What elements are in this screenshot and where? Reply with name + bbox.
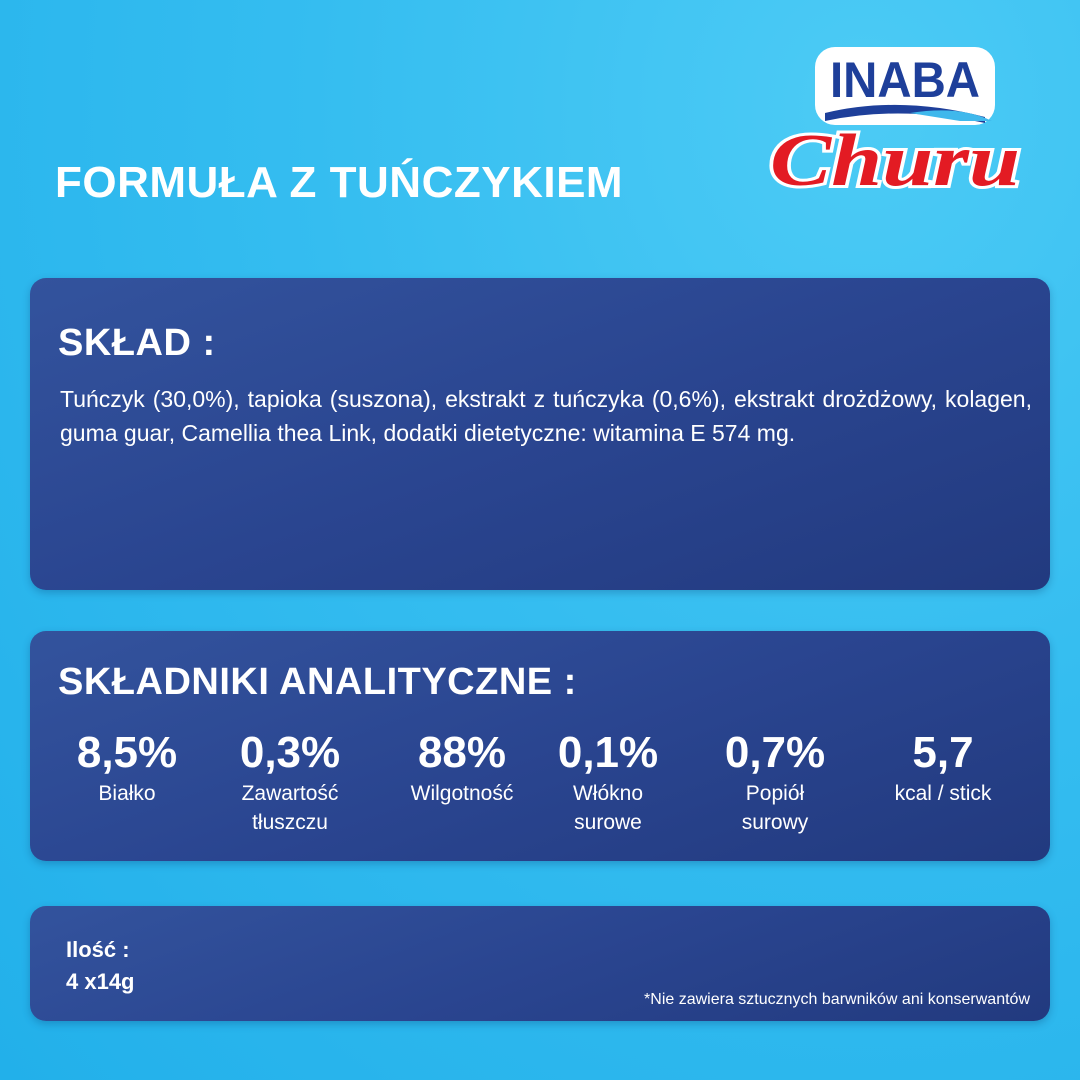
- stat-label: kcal / stick: [894, 782, 992, 805]
- stat-value: 5,7: [912, 728, 974, 777]
- stat-label: Białko: [98, 782, 156, 805]
- stat-protein: 8,5% Białko: [42, 727, 212, 808]
- stat-moisture: 88% Wilgotność: [377, 727, 547, 808]
- quantity-value: 4 x14g: [66, 969, 135, 994]
- stat-label: Wilgotność: [410, 782, 514, 805]
- stat-value: 0,7%: [724, 728, 826, 777]
- composition-card: SKŁAD : Tuńczyk (30,0%), tapioka (suszon…: [30, 278, 1050, 590]
- quantity-label: Ilość :: [66, 937, 130, 962]
- stat-value: 8,5%: [76, 728, 178, 777]
- stat-value: 0,1%: [557, 728, 659, 777]
- inaba-churu-logo: INABA Churu: [767, 47, 1023, 205]
- quantity-card: Ilość : 4 x14g *Nie zawiera sztucznych b…: [30, 906, 1050, 1021]
- stat-label: Popiół surowy: [741, 782, 809, 834]
- stat-value: 88%: [417, 728, 507, 777]
- composition-heading: SKŁAD :: [58, 322, 216, 364]
- quantity: Ilość : 4 x14g: [66, 934, 135, 998]
- composition-text: Tuńczyk (30,0%), tapioka (suszona), ekst…: [60, 386, 1032, 446]
- analytical-card: SKŁADNIKI ANALITYCZNE : 8,5% Białko 0,3% Z…: [30, 631, 1050, 861]
- footnote: *Nie zawiera sztucznych barwników ani ko…: [644, 991, 1030, 1008]
- svg-text:Churu: Churu: [770, 120, 1020, 202]
- stat-kcal: 5,7 kcal / stick: [858, 727, 1028, 808]
- stat-fat: 0,3% Zawartość tłuszczu: [225, 727, 355, 837]
- stat-ash: 0,7% Popiół surowy: [720, 727, 830, 837]
- stat-fibre: 0,1% Włókno surowe: [553, 727, 663, 837]
- analytical-heading: SKŁADNIKI ANALITYCZNE :: [58, 661, 577, 703]
- stat-label: Włókno surowe: [572, 782, 644, 834]
- page-title: FORMUŁA Z TUŃCZYKIEM: [55, 158, 624, 207]
- stat-label: Zawartość tłuszczu: [241, 782, 339, 834]
- stat-value: 0,3%: [239, 728, 341, 777]
- svg-text:INABA: INABA: [830, 52, 980, 108]
